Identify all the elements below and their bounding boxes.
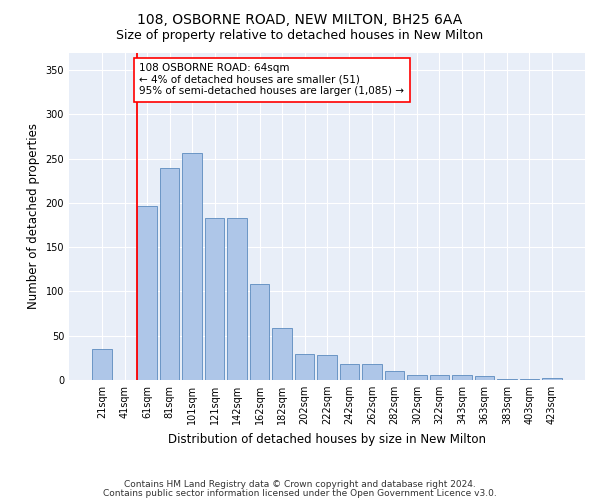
Bar [137,206,157,380]
Bar [362,364,382,380]
Bar [475,376,494,380]
Text: 108, OSBORNE ROAD, NEW MILTON, BH25 6AA: 108, OSBORNE ROAD, NEW MILTON, BH25 6AA [137,12,463,26]
Bar [340,364,359,380]
Bar [385,371,404,380]
X-axis label: Distribution of detached houses by size in New Milton: Distribution of detached houses by size … [168,432,486,446]
Bar [452,374,472,380]
Y-axis label: Number of detached properties: Number of detached properties [27,123,40,309]
Bar [407,374,427,380]
Bar [227,218,247,380]
Text: Contains public sector information licensed under the Open Government Licence v3: Contains public sector information licen… [103,489,497,498]
Bar [497,379,517,380]
Bar [92,349,112,380]
Bar [272,328,292,380]
Bar [250,284,269,380]
Bar [295,354,314,380]
Text: Contains HM Land Registry data © Crown copyright and database right 2024.: Contains HM Land Registry data © Crown c… [124,480,476,489]
Bar [430,374,449,380]
Text: Size of property relative to detached houses in New Milton: Size of property relative to detached ho… [116,29,484,42]
Text: 108 OSBORNE ROAD: 64sqm
← 4% of detached houses are smaller (51)
95% of semi-det: 108 OSBORNE ROAD: 64sqm ← 4% of detached… [139,63,404,96]
Bar [317,355,337,380]
Bar [520,379,539,380]
Bar [182,152,202,380]
Bar [205,218,224,380]
Bar [542,378,562,380]
Bar [160,168,179,380]
